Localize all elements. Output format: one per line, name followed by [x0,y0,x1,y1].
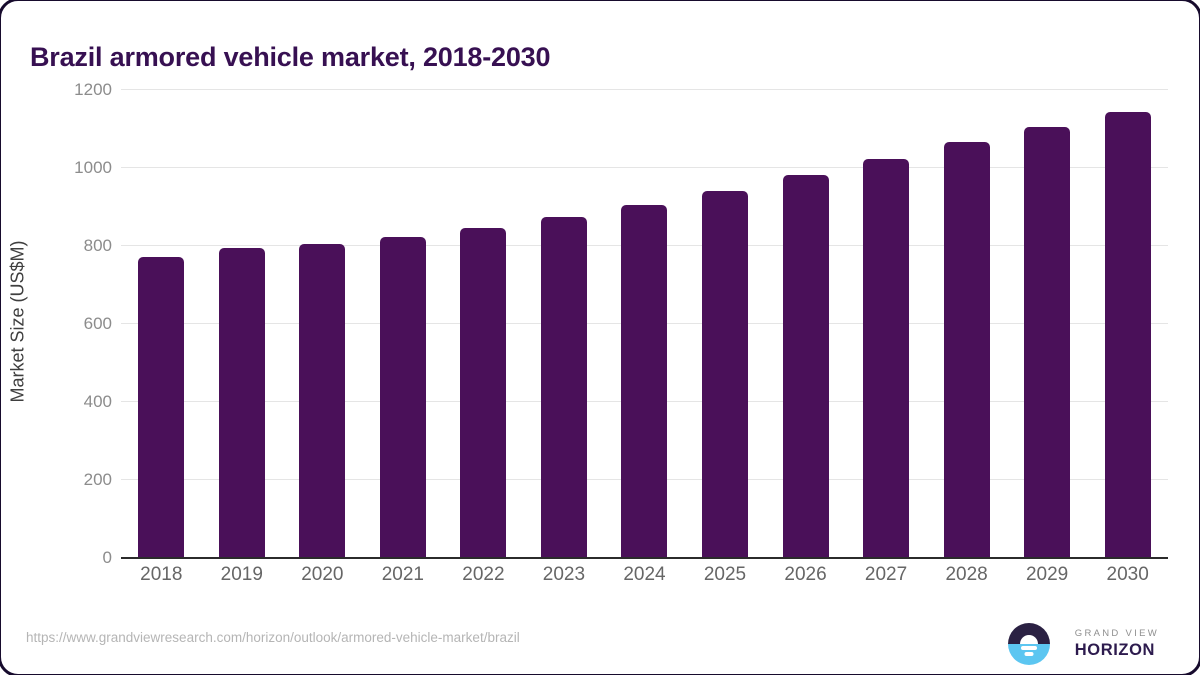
y-tick-label: 1000 [74,158,112,177]
bar-slot [524,90,605,558]
y-tick-label: 200 [83,470,112,490]
reflection-line-1 [1020,646,1037,650]
bar-2028 [943,142,990,558]
bar-2022 [460,227,507,558]
bar-slot [1087,90,1168,558]
y-axis-ticks: 0 200 400 600 800 1000 1200 [0,80,112,567]
bar-slot [202,90,283,558]
bar-2027 [863,159,910,558]
bar-slot [282,90,363,558]
x-tick-label: 2023 [542,564,586,585]
bar-slot [1007,90,1088,558]
x-tick-label: 2028 [945,564,988,585]
logo-brand-name: GRAND VIEW [1074,628,1159,639]
bar-2029 [1024,126,1071,558]
y-tick-label: 400 [83,392,112,412]
bar-slot [765,90,846,558]
bar-slot [363,90,444,558]
x-tick-label: 2020 [301,564,344,585]
y-tick-label: 0 [102,548,112,567]
gridline [121,167,1168,168]
bars-row [121,90,1168,558]
chart-title: Brazil armored vehicle market, 2018-2030 [30,42,551,73]
logo-product-name: HORIZON [1074,641,1156,659]
bar-2024 [621,205,668,558]
bar-2025 [701,190,748,558]
bar-slot [926,90,1007,558]
bar-2026 [782,175,829,558]
bar-2021 [379,236,426,558]
reflection-line-2 [1024,652,1034,656]
bar-slot [685,90,766,558]
bar-slot [846,90,927,558]
bar-slot [121,90,202,558]
y-tick-label: 1200 [74,80,112,99]
gridline [121,89,1168,90]
bar-slot [443,90,524,558]
x-tick-label: 2018 [140,564,183,585]
bar-2019 [218,247,265,558]
bar-2030 [1104,111,1151,558]
plot-area [121,89,1168,559]
grand-view-horizon-logo: GRAND VIEW HORIZON [1007,623,1159,665]
source-url: https://www.grandviewresearch.com/horizo… [26,630,520,645]
bar-2020 [299,243,346,558]
bar-slot [604,90,685,558]
x-tick-label: 2019 [220,564,263,585]
x-tick-label: 2022 [462,564,505,585]
x-axis-ticks: 2018 2019 2020 2021 2022 2023 2024 2025 2026 2027… [121,564,1168,586]
y-tick-label: 800 [83,236,112,256]
x-tick-label: 2030 [1106,564,1149,585]
sun-dome-shape [1019,635,1038,644]
x-tick-label: 2024 [623,564,666,585]
x-tick-label: 2025 [703,564,747,585]
horizon-sun-icon [1007,623,1050,665]
x-axis-line [121,557,1168,559]
bar-2023 [540,217,587,558]
x-tick-label: 2029 [1025,564,1069,585]
x-tick-label: 2027 [864,564,908,585]
y-tick-label: 600 [83,314,112,333]
logo-text: GRAND VIEW HORIZON [1075,628,1159,660]
bar-2018 [138,257,185,558]
x-tick-label: 2026 [784,564,827,585]
x-tick-label: 2021 [381,564,424,585]
